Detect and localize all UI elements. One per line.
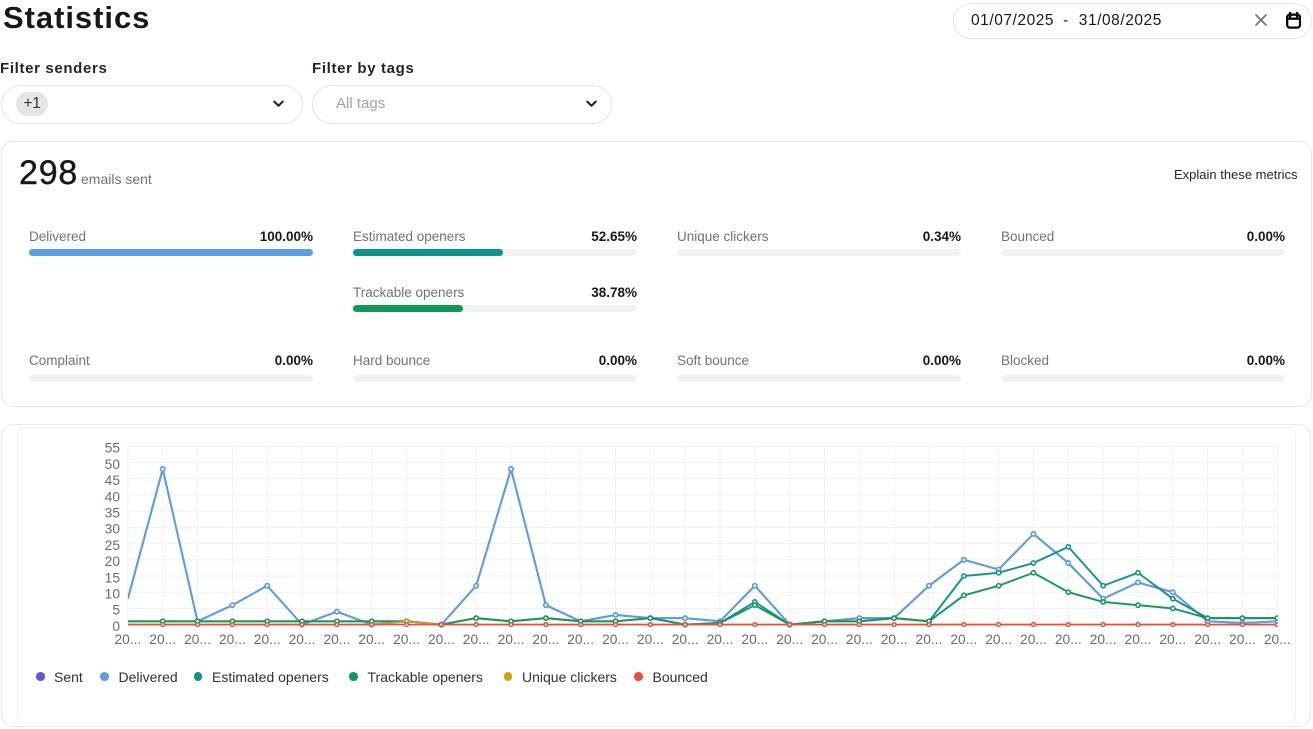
svg-text:10: 10	[105, 587, 121, 602]
svg-text:20...: 20...	[881, 632, 908, 647]
svg-text:20...: 20...	[846, 632, 873, 647]
svg-text:20...: 20...	[289, 632, 316, 647]
svg-text:20...: 20...	[985, 632, 1012, 647]
svg-text:30: 30	[105, 522, 121, 537]
svg-text:50: 50	[105, 457, 121, 472]
svg-text:20...: 20...	[637, 632, 664, 647]
svg-text:35: 35	[105, 506, 121, 521]
svg-text:20...: 20...	[532, 632, 559, 647]
svg-text:20...: 20...	[950, 632, 977, 647]
svg-text:15: 15	[105, 570, 121, 585]
svg-text:20...: 20...	[1159, 632, 1186, 647]
svg-text:20...: 20...	[1229, 632, 1256, 647]
svg-text:20...: 20...	[358, 632, 385, 647]
svg-text:20...: 20...	[1090, 632, 1117, 647]
svg-text:20...: 20...	[114, 632, 141, 647]
svg-text:20: 20	[105, 554, 121, 569]
svg-text:20...: 20...	[776, 632, 803, 647]
svg-text:20...: 20...	[254, 632, 281, 647]
svg-text:20...: 20...	[498, 632, 525, 647]
svg-text:55: 55	[105, 441, 121, 456]
svg-text:20...: 20...	[672, 632, 699, 647]
svg-text:40: 40	[105, 489, 121, 504]
svg-text:20...: 20...	[149, 632, 176, 647]
svg-text:0: 0	[112, 619, 120, 634]
svg-text:20...: 20...	[393, 632, 420, 647]
svg-text:20...: 20...	[184, 632, 211, 647]
svg-text:20...: 20...	[811, 632, 838, 647]
svg-text:20...: 20...	[707, 632, 734, 647]
svg-text:20...: 20...	[916, 632, 943, 647]
svg-text:45: 45	[105, 473, 121, 488]
svg-text:5: 5	[112, 603, 120, 618]
svg-text:20...: 20...	[323, 632, 350, 647]
svg-text:20...: 20...	[428, 632, 455, 647]
svg-text:20...: 20...	[219, 632, 246, 647]
svg-text:20...: 20...	[1125, 632, 1152, 647]
svg-text:20...: 20...	[463, 632, 490, 647]
svg-text:20...: 20...	[741, 632, 768, 647]
svg-text:20...: 20...	[602, 632, 629, 647]
svg-text:25: 25	[105, 538, 121, 553]
svg-text:20...: 20...	[1055, 632, 1082, 647]
svg-text:20...: 20...	[1264, 632, 1291, 647]
svg-text:20...: 20...	[1020, 632, 1047, 647]
svg-text:20...: 20...	[567, 632, 594, 647]
svg-text:20...: 20...	[1194, 632, 1221, 647]
